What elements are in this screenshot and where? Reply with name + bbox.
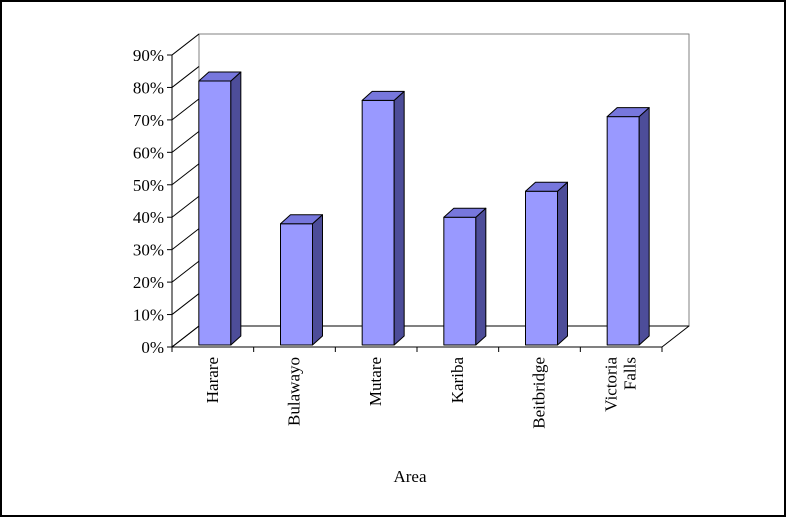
bar-side (312, 214, 323, 346)
y-tick-label: 0% (141, 338, 164, 357)
y-tick-depth-line (171, 163, 200, 186)
x-category-label: Victoria (602, 357, 621, 412)
y-tick-depth-line (171, 66, 200, 88)
y-tick-depth-line (171, 228, 200, 251)
y-tick-label: 80% (133, 78, 164, 97)
x-category-label: Kariba (448, 357, 467, 404)
bar-side (638, 107, 650, 346)
bar-front (443, 216, 477, 346)
y-tick-label: 90% (133, 46, 164, 65)
bar-side (557, 181, 568, 346)
y-tick-label: 70% (133, 111, 164, 130)
y-tick-depth-line (171, 33, 200, 56)
y-tick-depth-line (171, 130, 200, 153)
y-tick-depth-line (171, 195, 200, 218)
x-category-label: Beitbridge (530, 357, 549, 429)
x-category-label: Falls (621, 357, 640, 390)
bar-side (475, 207, 487, 346)
y-tick-label: 40% (133, 208, 164, 227)
bar-front (606, 116, 640, 346)
y-tick-depth-line (171, 98, 200, 121)
x-category-label: Mutare (366, 357, 385, 406)
y-tick-depth-line (171, 260, 200, 283)
y-tick-label: 20% (133, 273, 164, 292)
x-axis-title: Area (393, 467, 426, 486)
bar-top (280, 214, 323, 225)
y-tick-depth-line (171, 325, 200, 348)
bar-front (525, 190, 558, 346)
bar-top (198, 71, 242, 82)
bar-top (443, 207, 487, 218)
bar-side (393, 90, 405, 346)
bar-top (525, 181, 568, 192)
y-tick-label: 60% (133, 143, 164, 162)
x-category-label: Bulawayo (285, 357, 304, 426)
bar-front (198, 80, 232, 346)
bar-front (280, 223, 313, 346)
bar-top (361, 90, 405, 101)
bar-front (361, 99, 395, 346)
side-wall (171, 33, 200, 348)
bar-side (230, 71, 242, 346)
y-tick-label: 50% (133, 176, 164, 195)
y-tick-label: 30% (133, 241, 164, 260)
y-tick-label: 10% (133, 306, 164, 325)
x-category-label: Harare (203, 357, 222, 403)
bar-top (606, 107, 650, 118)
y-tick-depth-line (171, 293, 200, 315)
